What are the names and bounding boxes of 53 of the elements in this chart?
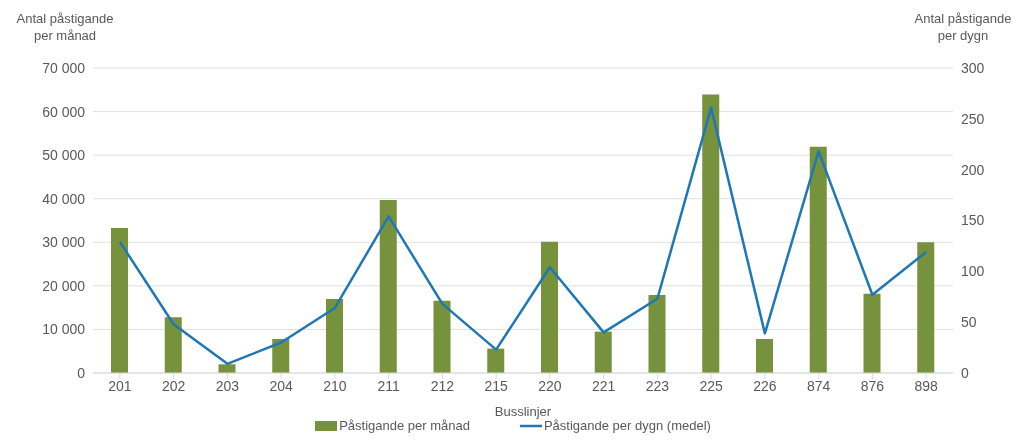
legend-label: Påstigande per månad — [338, 418, 470, 433]
bar — [917, 242, 935, 373]
y2-tick-label: 250 — [961, 110, 985, 127]
y-tick-label: 30 000 — [42, 234, 86, 251]
y2-tick-label: 150 — [961, 212, 985, 229]
x-tick-label: 226 — [753, 377, 777, 394]
y2-axis-title: Antal påstigande per dygn — [913, 10, 1013, 44]
x-tick-label: 212 — [430, 377, 455, 394]
y2-tick-label: 50 — [961, 314, 977, 331]
x-tick-label: 225 — [699, 377, 724, 394]
x-tick-label: 201 — [108, 377, 132, 394]
x-tick-label: 210 — [323, 377, 347, 394]
y2-tick-label: 300 — [961, 59, 985, 76]
bar — [863, 293, 881, 373]
bar — [702, 94, 720, 373]
x-tick-label: 215 — [484, 377, 509, 394]
bar — [487, 348, 505, 373]
x-tick-label: 202 — [161, 377, 186, 394]
y-tick-label: 50 000 — [42, 147, 86, 164]
x-tick-label: 874 — [806, 377, 831, 394]
y2-tick-label: 0 — [961, 364, 969, 381]
bar — [111, 227, 128, 373]
y-tick-label: 70 000 — [42, 59, 86, 76]
x-tick-label: 211 — [377, 377, 400, 394]
y-tick-label: 10 000 — [42, 321, 86, 338]
bar — [218, 364, 236, 373]
bar — [326, 298, 343, 373]
line-series — [118, 106, 928, 366]
x-tick-label: 220 — [538, 377, 562, 394]
bar — [648, 295, 666, 373]
y2-tick-label: 100 — [961, 263, 985, 280]
y-tick-label: 40 000 — [42, 190, 86, 207]
legend-label: Påstigande per dygn (medel) — [543, 418, 711, 433]
x-tick-label: 223 — [645, 377, 670, 394]
x-axis-title: Busslinjer — [494, 404, 552, 419]
bar — [594, 331, 612, 373]
x-tick-label: 876 — [860, 377, 885, 394]
x-tick-label: 221 — [591, 377, 616, 394]
bar — [272, 339, 290, 373]
x-tick-label: 204 — [269, 377, 294, 394]
y-tick-label: 0 — [77, 364, 86, 381]
y-axis-title: Antal påstigande per månad — [15, 10, 115, 44]
y2-tick-label: 200 — [961, 161, 985, 178]
bar — [756, 339, 773, 373]
bar — [433, 300, 451, 373]
bar — [379, 200, 397, 373]
bar — [541, 241, 558, 373]
x-tick-label: 203 — [215, 377, 240, 394]
bar — [809, 146, 827, 373]
bar — [164, 317, 182, 373]
y-tick-label: 20 000 — [42, 277, 86, 294]
y-tick-label: 60 000 — [42, 103, 86, 120]
x-tick-label: 898 — [914, 377, 939, 394]
